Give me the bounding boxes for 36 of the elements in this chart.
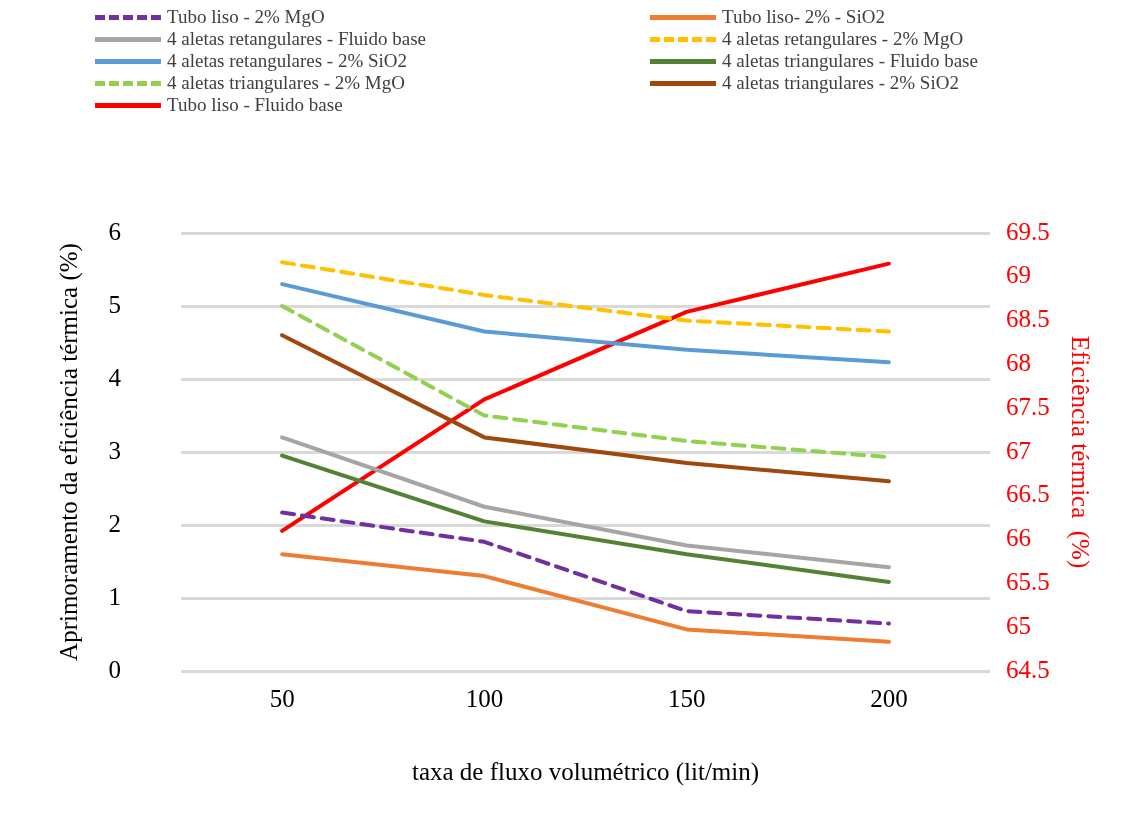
- legend-label: 4 aletas triangulares - 2% SiO2: [722, 72, 959, 94]
- y2-tick-label: 67.5: [1006, 392, 1050, 420]
- x-tick-label: 150: [667, 684, 706, 712]
- line-series: [280, 510, 891, 626]
- y2-tick-label: 65.5: [1006, 567, 1050, 595]
- x-tick-label: 50: [269, 684, 295, 712]
- legend-label: 4 aletas triangulares - Fluido base: [722, 50, 978, 72]
- legend-label: Tubo liso - 2% MgO: [167, 6, 325, 28]
- y-tick-label: 1: [108, 582, 121, 610]
- y2-tick-label: 66.5: [1006, 480, 1050, 508]
- y2-tick-label: 69: [1006, 261, 1031, 289]
- y-tick-label: 5: [108, 290, 121, 318]
- y2-tick-label: 66: [1006, 524, 1031, 552]
- y-tick-label: 0: [108, 655, 121, 683]
- legend-label: Tubo liso- 2% - SiO2: [722, 6, 885, 28]
- line-series: [280, 260, 891, 334]
- legend-label: 4 aletas retangulares - Fluido base: [167, 28, 427, 50]
- legend-label: 4 aletas retangulares - 2% SiO2: [167, 50, 408, 72]
- x-tick-label: 100: [465, 684, 504, 712]
- y2-tick-label: 67: [1006, 436, 1031, 464]
- x-tick-label: 200: [870, 684, 908, 712]
- y2-axis-title: Eficiência térmica (%): [1066, 335, 1095, 569]
- y-tick-label: 3: [108, 436, 121, 464]
- legend-label: 4 aletas triangulares - 2% MgO: [167, 72, 405, 94]
- y2-tick-label: 68: [1006, 348, 1031, 376]
- y2-tick-label: 65: [1006, 611, 1031, 639]
- legend-label: Tubo liso - Fluido base: [167, 94, 343, 116]
- y-tick-label: 4: [108, 363, 122, 391]
- y2-tick-label: 68.5: [1006, 305, 1050, 333]
- y-axis-title: Aprimoramento da eficiência térmica (%): [54, 243, 83, 661]
- x-axis-title: taxa de fluxo volumétrico (lit/min): [411, 757, 760, 786]
- y2-tick-label: 69.5: [1006, 217, 1050, 245]
- legend-label: 4 aletas retangulares - 2% MgO: [722, 28, 964, 50]
- y-tick-label: 2: [108, 509, 121, 537]
- y2-tick-label: 64.5: [1006, 655, 1050, 683]
- y-tick-label: 6: [108, 217, 121, 245]
